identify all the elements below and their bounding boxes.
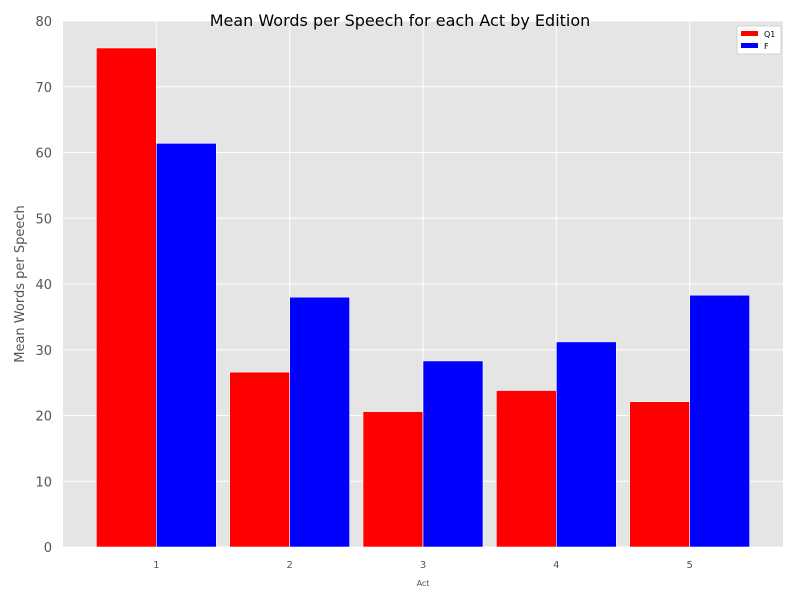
y-axis-label: Mean Words per Speech — [13, 205, 28, 363]
x-tick-label: 3 — [420, 560, 426, 571]
bars — [96, 47, 750, 548]
legend-swatch-f — [741, 43, 758, 48]
y-tick-label: 70 — [35, 81, 52, 96]
bar-q1-act-3 — [362, 411, 424, 548]
legend-swatch-q1 — [741, 31, 758, 36]
legend: Q1 F — [736, 25, 782, 55]
y-tick-label: 80 — [35, 15, 52, 30]
x-tick-label: 2 — [286, 560, 292, 571]
y-tick-label: 60 — [35, 147, 52, 162]
y-tick-label: 40 — [35, 278, 52, 293]
bar-q1-act-4 — [496, 390, 557, 548]
x-axis-ticks: 1 2 3 4 5 — [153, 560, 693, 571]
x-tick-label: 4 — [553, 560, 559, 571]
chart-title: Mean Words per Speech for each Act by Ed… — [210, 11, 591, 30]
bar-f-act-2 — [289, 296, 350, 548]
bar-q1-act-2 — [229, 371, 290, 548]
y-axis-ticks: 0 10 20 30 40 50 60 70 80 — [35, 15, 52, 556]
y-tick-label: 50 — [35, 212, 52, 227]
bar-q1-act-1 — [96, 47, 157, 548]
legend-label-f: F — [764, 42, 769, 51]
legend-label-q1: Q1 — [764, 30, 775, 39]
y-tick-label: 30 — [35, 344, 52, 359]
x-axis-label: Act — [417, 579, 430, 588]
bar-f-act-4 — [556, 341, 617, 548]
x-tick-label: 1 — [153, 560, 159, 571]
bar-f-act-3 — [422, 360, 484, 548]
legend-box — [736, 25, 782, 55]
y-tick-label: 20 — [35, 410, 52, 425]
bar-f-act-5 — [689, 294, 750, 548]
bar-q1-act-5 — [629, 401, 690, 548]
y-tick-label: 10 — [35, 475, 52, 490]
bar-f-act-1 — [156, 142, 217, 548]
y-tick-label: 0 — [44, 541, 52, 556]
x-tick-label: 5 — [686, 560, 692, 571]
